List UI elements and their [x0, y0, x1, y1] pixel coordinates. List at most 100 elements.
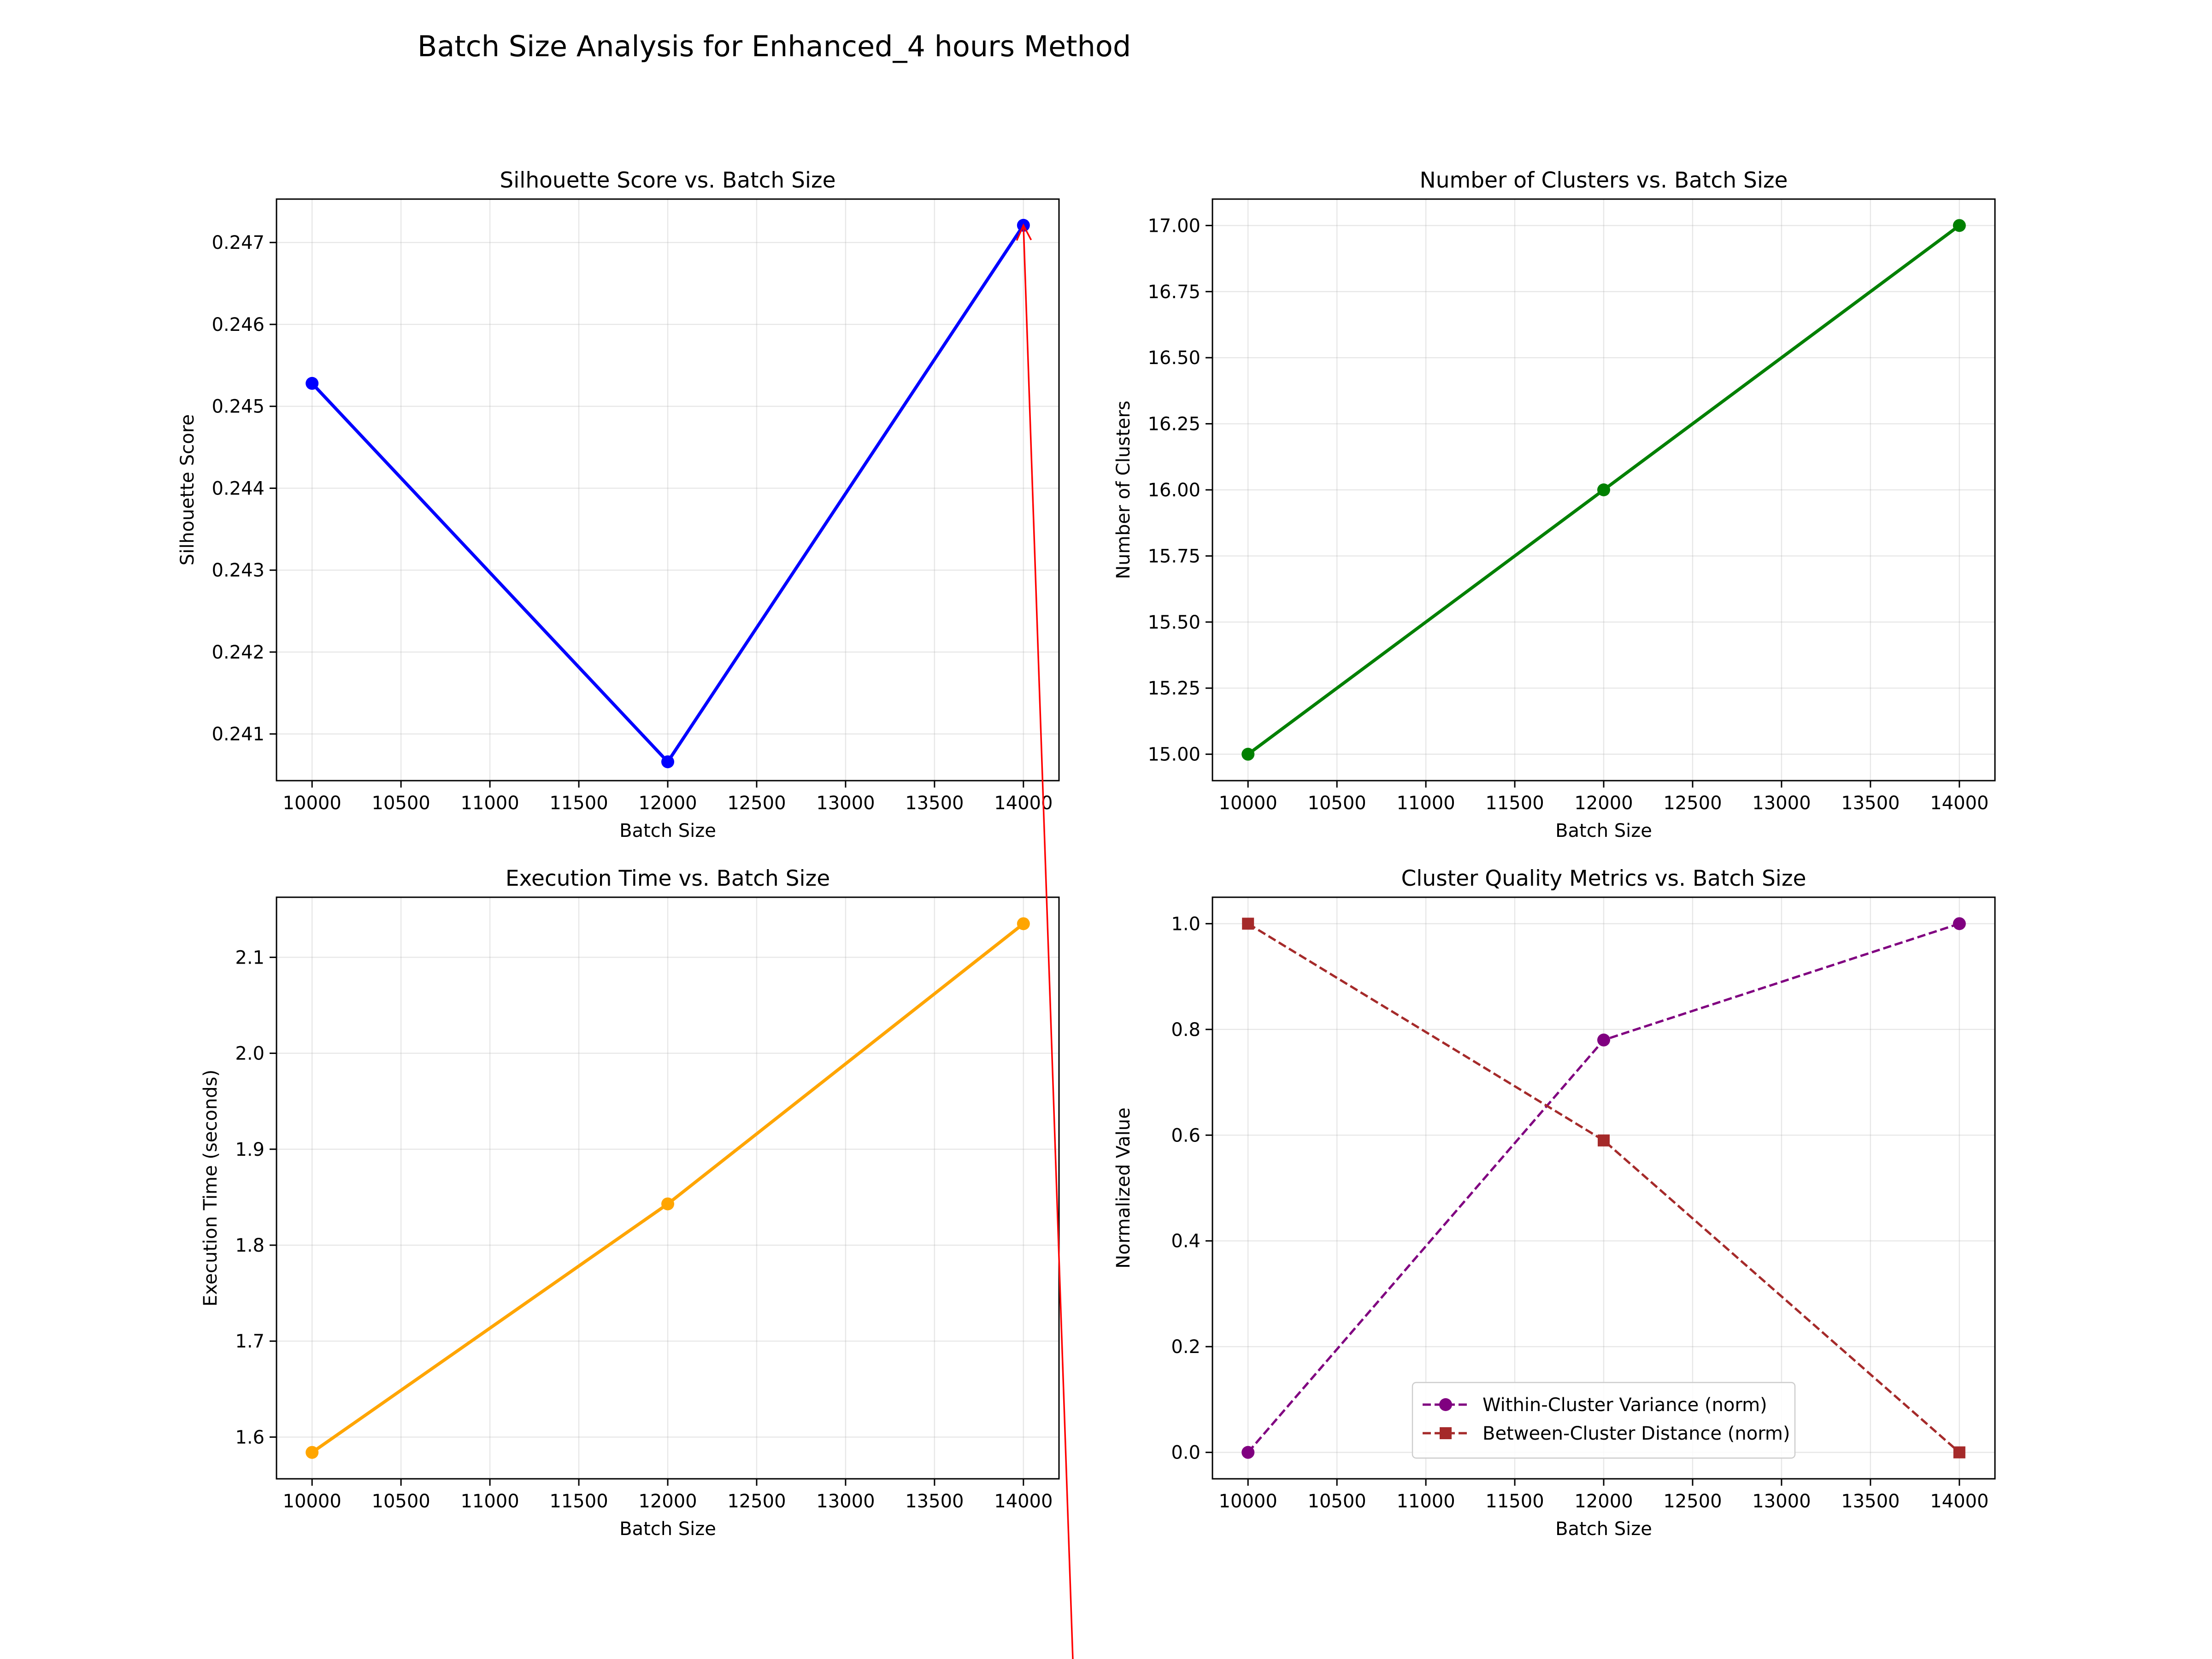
chart-panel-4: 10000 10500 11000 11500 12000 12500 13000 13500…	[1113, 866, 1996, 1540]
x-axis-label: Batch Size	[1555, 820, 1652, 841]
data-point-marker	[661, 1197, 674, 1211]
x-tick-label: 10000	[1219, 1491, 1277, 1512]
x-tick-label: 13500	[905, 1491, 964, 1512]
annotation-arrow	[1016, 223, 1074, 1659]
x-tick-label: 11000	[460, 1491, 519, 1512]
y-tick-label: 1.0	[1171, 913, 1200, 935]
x-tick-label: 13000	[816, 1491, 875, 1512]
x-tick-label: 13500	[1841, 793, 1900, 814]
x-tick-label: 12000	[1574, 1491, 1633, 1512]
x-tick-label: 10000	[283, 793, 341, 814]
y-tick-label: 0.241	[212, 724, 265, 745]
panel-title: Number of Clusters vs. Batch Size	[1420, 168, 1788, 193]
legend-label: Within-Cluster Variance (norm)	[1483, 1394, 1767, 1416]
legend-label: Between-Cluster Distance (norm)	[1483, 1423, 1790, 1444]
x-tick-label: 12000	[638, 1491, 697, 1512]
chart-panel-2: 10000 10500 11000 11500 12000 12500 13000 13500…	[1113, 168, 1996, 841]
x-tick-label: 13000	[816, 793, 875, 814]
y-tick-label: 15.50	[1147, 612, 1200, 633]
chart-panel-1: 10000 10500 11000 11500 12000 12500 13000 13500…	[177, 168, 1060, 841]
x-tick-label: 11500	[549, 1491, 608, 1512]
chart-panel-3: 10000 10500 11000 11500 12000 12500 13000 13500…	[200, 866, 1060, 1540]
y-axis-label: Normalized Value	[1113, 1107, 1134, 1268]
data-point-marker	[306, 1446, 319, 1459]
x-tick-label: 10500	[372, 793, 430, 814]
y-tick-label: 16.75	[1147, 282, 1200, 303]
data-point-marker	[306, 377, 319, 390]
legend: Within-Cluster Variance (norm) Between-Cl…	[1412, 1382, 1796, 1459]
x-tick-label: 10500	[1308, 793, 1366, 814]
x-tick-label: 11500	[1485, 793, 1544, 814]
x-tick-label: 12500	[1663, 793, 1722, 814]
x-tick-label: 11000	[1396, 1491, 1455, 1512]
y-tick-label: 0.2	[1171, 1336, 1200, 1358]
x-tick-label: 14000	[1930, 793, 1988, 814]
legend-marker-swatch	[1440, 1427, 1452, 1439]
x-axis-label: Batch Size	[1555, 1518, 1652, 1540]
y-tick-label: 0.242	[212, 642, 265, 663]
x-tick-label: 10000	[283, 1491, 341, 1512]
legend-frame	[1412, 1382, 1796, 1459]
y-tick-label: 1.9	[235, 1139, 265, 1160]
y-tick-label: 15.25	[1147, 678, 1200, 699]
x-tick-label: 10500	[1308, 1491, 1366, 1512]
x-tick-label: 11500	[549, 793, 608, 814]
y-tick-label: 0.6	[1171, 1125, 1200, 1146]
y-tick-label: 17.00	[1147, 215, 1200, 236]
x-tick-label: 11000	[460, 793, 519, 814]
x-tick-label: 13000	[1752, 1491, 1811, 1512]
data-point-marker	[1598, 1134, 1610, 1147]
x-tick-label: 14000	[1930, 1491, 1988, 1512]
y-axis-label: Number of Clusters	[1113, 400, 1134, 579]
x-tick-label: 12500	[727, 1491, 786, 1512]
panels: 10000 10500 11000 11500 12000 12500 13000 13500…	[177, 168, 1996, 1659]
y-tick-label: 16.50	[1147, 347, 1200, 369]
x-tick-label: 12500	[727, 793, 786, 814]
y-tick-label: 2.0	[235, 1043, 265, 1065]
annotation-arrow-head	[1016, 223, 1032, 241]
annotation-arrow-shaft	[1023, 225, 1074, 1659]
y-tick-label: 2.1	[235, 947, 265, 968]
y-tick-label: 0.247	[212, 232, 265, 253]
y-axis-label: Execution Time (seconds)	[200, 1070, 221, 1306]
data-point-marker	[1241, 1446, 1255, 1459]
y-tick-label: 15.00	[1147, 744, 1200, 765]
data-point-marker	[1242, 918, 1254, 930]
x-tick-label: 13500	[905, 793, 964, 814]
data-point-marker	[1953, 1446, 1965, 1459]
panel-title: Silhouette Score vs. Batch Size	[500, 168, 835, 193]
data-point-marker	[1953, 219, 1966, 232]
panel-title: Execution Time vs. Batch Size	[506, 866, 830, 891]
x-tick-label: 12500	[1663, 1491, 1722, 1512]
x-tick-label: 12000	[638, 793, 697, 814]
data-point-marker	[1241, 747, 1255, 761]
y-tick-label: 0.0	[1171, 1442, 1200, 1464]
y-tick-label: 15.75	[1147, 546, 1200, 567]
y-tick-label: 0.244	[212, 478, 265, 499]
y-tick-label: 0.245	[212, 396, 265, 418]
y-tick-label: 16.25	[1147, 414, 1200, 435]
x-tick-label: 14000	[994, 1491, 1053, 1512]
y-tick-label: 0.4	[1171, 1231, 1200, 1252]
panel-title: Cluster Quality Metrics vs. Batch Size	[1401, 866, 1806, 891]
figure-suptitle: Batch Size Analysis for Enhanced_4 hours…	[418, 29, 1131, 63]
data-point-marker	[661, 755, 674, 769]
y-tick-label: 1.7	[235, 1331, 265, 1352]
x-tick-label: 12000	[1574, 793, 1633, 814]
x-tick-label: 13000	[1752, 793, 1811, 814]
series-line-2	[1247, 923, 1960, 1453]
y-tick-label: 0.8	[1171, 1019, 1200, 1041]
x-tick-label: 11500	[1485, 1491, 1544, 1512]
data-point-marker	[1597, 483, 1610, 496]
legend-marker-swatch	[1439, 1398, 1452, 1411]
y-tick-label: 1.6	[235, 1427, 265, 1448]
x-tick-label: 10000	[1219, 793, 1277, 814]
y-axis-label: Silhouette Score	[177, 414, 198, 565]
y-tick-label: 0.243	[212, 560, 265, 581]
x-tick-label: 11000	[1396, 793, 1455, 814]
y-tick-label: 0.246	[212, 314, 265, 335]
x-tick-label: 10500	[372, 1491, 430, 1512]
y-tick-label: 1.8	[235, 1235, 265, 1256]
y-tick-label: 16.00	[1147, 480, 1200, 501]
